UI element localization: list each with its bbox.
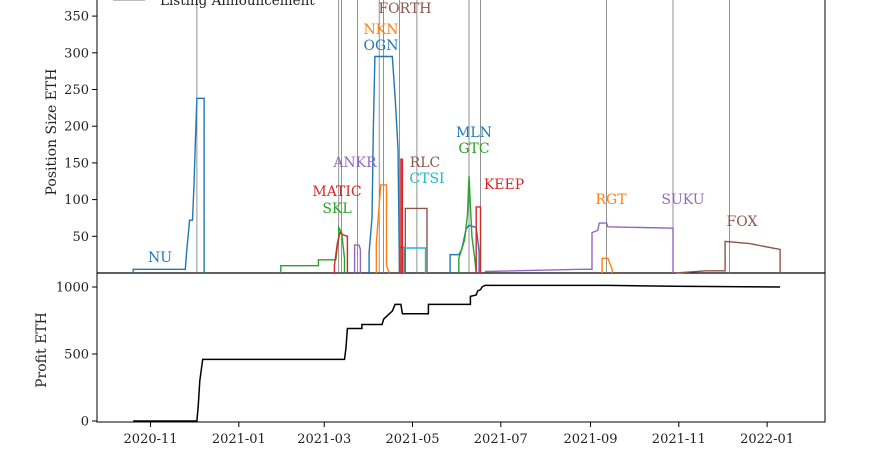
legend-label: Listing Announcement (160, 0, 315, 9)
xtick-label-2021-05: 2021-05 (385, 432, 439, 447)
token-label-rlc: RLC (410, 155, 441, 171)
x-ticks: 2020-11 2021-01 2021-03 2021-05 2021-07 2021-… (124, 422, 794, 447)
token-label-nkn: NKN (364, 22, 399, 38)
xtick-label-2022-01: 2022-01 (740, 432, 794, 447)
position-series-keep-12 (475, 206, 482, 273)
bottom-y-ticks: 0 500 1000 (56, 281, 97, 430)
xtick-label-2021-09: 2021-09 (564, 432, 618, 447)
top-ytick-label-200: 200 (64, 120, 89, 135)
token-label-skl: SKL (322, 201, 351, 217)
position-series-rlc-8 (404, 207, 428, 273)
token-label-ankr: ANKR (332, 155, 377, 171)
bottom-axis-frame (96, 272, 826, 423)
profit-series (133, 284, 781, 422)
top-ytick-label-150: 150 (64, 156, 89, 171)
token-label-ctsi: CTSI (409, 171, 444, 187)
top-y-ticks: 50 100 150 200 250 300 350 (64, 10, 97, 245)
position-series-ctsi-9 (403, 247, 427, 273)
xtick-label-2021-03: 2021-03 (297, 432, 351, 447)
top-ytick-label-350: 350 (64, 10, 89, 25)
position-series-rgt-14 (601, 257, 613, 273)
xtick-label-2021-07: 2021-07 (474, 432, 528, 447)
position-series-ankr-3 (353, 244, 362, 273)
top-ytick-label-100: 100 (64, 193, 89, 208)
top-ytick-label-50: 50 (72, 230, 89, 245)
bottom-ytick-label-1000: 1000 (56, 281, 89, 296)
xtick-label-2021-11: 2021-11 (652, 432, 706, 447)
bottom-y-axis-title: Profit ETH (34, 312, 50, 388)
token-label-rgt: RGT (595, 192, 627, 208)
xtick-label-2020-11: 2020-11 (124, 432, 178, 447)
position-series-mln-10 (449, 224, 480, 273)
token-label-mln: MLN (456, 125, 492, 141)
bottom-ytick-label-500: 500 (64, 348, 89, 363)
position-series-matic-2 (333, 231, 349, 273)
token-label-keep: KEEP (484, 177, 524, 193)
token-label-suku: SUKU (661, 192, 704, 208)
position-series-nkn-5 (375, 184, 391, 274)
position-series-rgt-13 (484, 222, 674, 273)
top-y-axis-title: Position Size ETH (44, 69, 60, 196)
xtick-label-2021-01: 2021-01 (212, 432, 266, 447)
bottom-ytick-label-0: 0 (81, 415, 89, 430)
position-series-gtc-11 (458, 176, 477, 274)
position-series-ogn-4 (368, 55, 401, 274)
position-series-nu-0 (132, 97, 205, 273)
position-series-fox-15 (675, 240, 781, 274)
position-series-keep-7 (400, 158, 404, 273)
token-label-forth: FORTH (378, 1, 431, 17)
position-size-series (132, 55, 781, 274)
profit-line (133, 284, 781, 422)
token-label-nu: NU (148, 250, 172, 266)
token-label-ogn: OGN (364, 38, 399, 54)
top-ytick-label-250: 250 (64, 83, 89, 98)
token-label-fox: FOX (727, 214, 758, 230)
top-ytick-label-300: 300 (64, 46, 89, 61)
token-label-gtc: GTC (458, 141, 489, 157)
token-label-matic: MATIC (312, 184, 361, 200)
